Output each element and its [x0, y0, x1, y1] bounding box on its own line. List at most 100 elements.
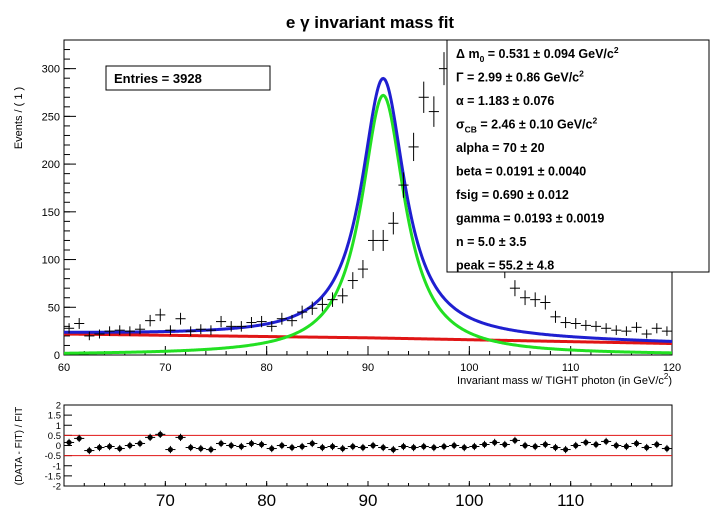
x-tick-label: 110: [562, 362, 580, 374]
pull-point: [286, 443, 298, 452]
data-point: [347, 272, 358, 289]
data-point: [388, 212, 399, 235]
pull-x-tick-label: 90: [359, 491, 378, 510]
data-point: [94, 329, 105, 339]
pull-point-marker: [522, 442, 528, 449]
pull-point-marker: [370, 442, 376, 449]
pull-point-marker: [66, 439, 72, 446]
data-point: [601, 323, 612, 334]
y-tick-label: 100: [42, 255, 60, 267]
pull-point-marker: [269, 445, 275, 452]
y-tick-label: 0: [54, 350, 60, 362]
pull-point-marker: [542, 441, 548, 448]
pull-y-tick-label: -1: [53, 461, 61, 472]
pull-point-marker: [188, 444, 194, 451]
pull-point: [74, 434, 85, 443]
pull-point-marker: [400, 443, 407, 450]
signal-curve: [63, 93, 673, 355]
pull-point-marker: [137, 440, 143, 447]
pull-point: [408, 443, 419, 452]
pull-y-tick-label: 1: [56, 421, 61, 432]
pull-point: [104, 442, 115, 451]
pull-point-marker: [360, 444, 366, 451]
pull-point: [570, 441, 581, 450]
pull-point-marker: [340, 445, 346, 452]
pull-point: [327, 442, 338, 451]
chart-title: e γ invariant mass fit: [286, 13, 455, 32]
pull-point: [428, 443, 439, 452]
data-point: [165, 325, 176, 336]
x-tick-label: 80: [261, 362, 273, 374]
x-tick-label: 120: [663, 362, 681, 374]
x-tick-label: 70: [159, 362, 171, 374]
pull-point: [509, 436, 520, 445]
pull-y-tick-label: -1.5: [45, 471, 61, 482]
pull-point-marker: [654, 441, 660, 448]
fit-parameter-alpha: alpha = 70 ± 20: [456, 141, 545, 155]
data-point: [266, 321, 277, 332]
pull-point-marker: [461, 444, 467, 451]
pull-point-marker: [299, 443, 305, 450]
x-tick-label: 90: [362, 362, 374, 374]
total-fit-curve: [64, 76, 673, 343]
pull-point-marker: [350, 443, 356, 450]
data-point: [580, 320, 591, 331]
pull-point: [276, 441, 287, 450]
x-axis-label: Invariant mass w/ TIGHT photon (in GeV/c…: [457, 372, 672, 387]
data-point: [570, 318, 581, 329]
data-point: [398, 172, 409, 198]
pull-point: [489, 438, 500, 447]
data-point: [661, 326, 672, 336]
data-point: [651, 323, 662, 334]
pull-point: [459, 443, 470, 452]
data-point: [631, 322, 642, 333]
pull-point: [469, 442, 480, 451]
pull-point-marker: [644, 444, 650, 451]
pull-point-marker: [86, 447, 92, 454]
pull-point: [641, 443, 652, 452]
pull-point-marker: [259, 441, 265, 448]
y-tick-label: 200: [42, 159, 60, 171]
data-point: [104, 326, 115, 336]
data-point: [145, 314, 156, 327]
pull-point: [155, 430, 166, 439]
pull-point: [165, 445, 176, 454]
data-point: [327, 292, 338, 307]
pull-point-marker: [157, 431, 163, 437]
data-point: [205, 325, 216, 336]
pull-point-marker: [167, 446, 173, 453]
data-point: [317, 297, 328, 312]
pull-point-marker: [76, 435, 82, 442]
data-point: [621, 326, 632, 336]
y-axis-label: Events / ( 1 ): [13, 87, 25, 149]
x-tick-label: 100: [460, 362, 478, 374]
pull-y-tick-label: 0: [56, 441, 61, 452]
fit-parameter-: Γ = 2.99 ± 0.86 GeV/c2: [456, 69, 584, 85]
data-point: [246, 317, 257, 329]
y-tick-label: 50: [48, 302, 60, 314]
data-point: [368, 229, 379, 251]
pull-point-marker: [481, 441, 488, 448]
data-point: [185, 326, 196, 336]
data-point: [641, 329, 652, 339]
data-point: [530, 292, 541, 307]
pull-point: [499, 440, 510, 449]
data-point: [276, 312, 287, 325]
pull-point: [307, 439, 318, 448]
pull-point: [418, 442, 429, 451]
pull-point: [337, 444, 348, 453]
pull-point: [226, 441, 237, 450]
pull-y-tick-label: 1.5: [48, 411, 61, 422]
pull-point-marker: [623, 443, 630, 450]
pull-point-marker: [248, 440, 255, 447]
pull-y-tick-label: -0.5: [45, 451, 61, 462]
pull-y-tick-label: 2: [56, 401, 61, 412]
data-point: [155, 308, 166, 322]
pull-point-marker: [177, 434, 184, 440]
pull-point-marker: [593, 441, 599, 448]
data-point: [357, 260, 368, 279]
data-point: [286, 314, 298, 327]
data-point: [337, 288, 348, 304]
pull-point: [185, 443, 196, 452]
